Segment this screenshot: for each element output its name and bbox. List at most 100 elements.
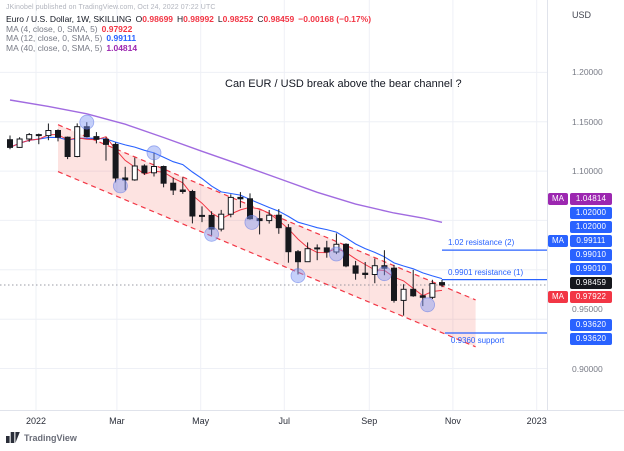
candle xyxy=(256,218,263,222)
candle xyxy=(55,130,61,138)
touch-marker xyxy=(420,297,436,313)
ohlc-label: H xyxy=(177,14,184,24)
candle xyxy=(285,227,292,253)
price-tick: 1.10000 xyxy=(572,166,603,177)
ma12-price-badge: MA 0.99111 xyxy=(548,235,612,247)
publish-watermark: JKinobel published on TradingView.com, O… xyxy=(6,4,216,11)
time-tick-mar: Mar xyxy=(109,416,125,426)
touch-marker xyxy=(376,266,392,282)
chart-legend: Euro / U.S. Dollar, 1W, SKILLING O0.98699… xyxy=(6,14,372,54)
indicator-row-2: MA (40, close, 0, SMA, 5) 1.04814 xyxy=(6,42,371,54)
price-tick: 0.95000 xyxy=(572,304,603,315)
candle xyxy=(352,265,359,274)
ma-badge-tag: MA xyxy=(548,193,568,205)
touch-marker xyxy=(113,178,128,194)
candle xyxy=(160,166,167,184)
candlesticks xyxy=(7,122,445,316)
touch-marker xyxy=(290,268,306,284)
candle xyxy=(170,182,177,191)
resistance-2-label: 1.02 resistance (2) xyxy=(448,238,515,248)
ohlc-values: O0.98699 H0.98992 L0.98252 C0.98459 xyxy=(132,14,295,24)
touch-marker xyxy=(204,226,220,242)
ohlc-label: O xyxy=(135,14,143,24)
tradingview-wordmark: TradingView xyxy=(24,432,77,443)
candle xyxy=(304,248,311,263)
price-badge-value: 0.99111 xyxy=(570,235,612,247)
candle xyxy=(314,247,321,250)
indicator-value: 0.99111 xyxy=(106,33,137,43)
ma-badge-tag: MA xyxy=(548,291,568,303)
line-102-badge-b: 1.02000 xyxy=(570,221,612,233)
price-badge-value: 1.02000 xyxy=(570,221,612,233)
symbol-title: Euro / U.S. Dollar, 1W, SKILLING xyxy=(6,14,132,24)
indicator-value: 1.04814 xyxy=(106,42,138,53)
candle xyxy=(439,282,445,286)
candle xyxy=(151,166,157,174)
touch-marker xyxy=(79,114,95,130)
chart-plot-area[interactable] xyxy=(0,0,624,410)
time-tick-2022: 2022 xyxy=(25,416,47,426)
indicator-legend: MA (4, close, 0, SMA, 5) 0.97922 MA (12, c… xyxy=(6,23,371,54)
support-1-label: 0.9360 support xyxy=(450,336,505,345)
price-badge-value: 0.98459 xyxy=(570,277,612,289)
candle xyxy=(275,214,282,229)
touch-marker xyxy=(328,246,344,262)
candle xyxy=(74,126,81,157)
indicator-row-0: MA (4, close, 0, SMA, 5) 0.97922 xyxy=(6,23,371,35)
indicator-value: 0.97922 xyxy=(101,23,133,34)
touch-markers xyxy=(79,114,436,313)
candle xyxy=(179,189,186,192)
candle xyxy=(131,165,138,181)
ohlc-label: C xyxy=(257,14,264,24)
candle xyxy=(295,251,301,263)
last-price-badge: 0.98459 xyxy=(570,277,612,289)
line-9360-badge-a: 0.93620 xyxy=(570,319,612,331)
line-9360-badge-b: 0.93620 xyxy=(570,333,612,345)
price-badge-value: 0.93620 xyxy=(570,333,612,345)
candle xyxy=(83,126,90,138)
ma4-line xyxy=(9,133,443,297)
price-badge-value: 0.97922 xyxy=(570,291,612,303)
tradingview-attribution[interactable]: TradingView xyxy=(6,432,77,443)
time-axis-divider xyxy=(0,410,624,411)
ohlc-value: 0.98459 xyxy=(263,14,295,24)
candle xyxy=(419,295,426,298)
touch-marker xyxy=(244,214,260,230)
candle xyxy=(410,288,417,297)
candle xyxy=(7,139,13,148)
candle xyxy=(208,214,215,230)
price-tick: 1.15000 xyxy=(572,116,603,127)
candle xyxy=(371,265,378,276)
candle xyxy=(247,198,253,220)
indicator-label: MA (12, close, 0, SMA, 5) xyxy=(6,33,103,43)
candle xyxy=(103,138,109,145)
time-tick-may: May xyxy=(192,416,210,426)
candle xyxy=(26,134,33,140)
tradingview-logo-icon xyxy=(6,432,20,443)
ma40-line xyxy=(9,99,443,223)
indicator-label: MA (4, close, 0, SMA, 5) xyxy=(6,23,98,34)
price-tick: 1.20000 xyxy=(572,67,603,78)
price-badge-value: 0.99010 xyxy=(570,249,612,261)
candle xyxy=(141,165,148,174)
time-tick-jul: Jul xyxy=(278,416,291,426)
candle xyxy=(362,272,369,276)
candle xyxy=(237,196,244,200)
candle xyxy=(199,214,205,217)
candle xyxy=(93,136,100,140)
bear-channel-bottom[interactable] xyxy=(57,171,476,348)
price-axis-currency: USD xyxy=(572,10,592,20)
bear-channel-fill xyxy=(58,124,476,347)
candle xyxy=(16,138,23,148)
touch-marker xyxy=(146,145,162,161)
ohlc-value: 0.98699 xyxy=(142,14,174,24)
candle xyxy=(227,196,234,215)
candle xyxy=(189,191,196,217)
time-tick-sep: Sep xyxy=(361,416,378,426)
price-change: −0.00168 (−0.17%) xyxy=(298,14,372,24)
time-tick-nov: Nov xyxy=(444,416,461,426)
candle xyxy=(64,136,71,157)
resistance-1-label: 0.9901 resistance (1) xyxy=(448,267,524,277)
line-9901-badge-b: 0.99010 xyxy=(570,263,612,275)
grid xyxy=(0,0,547,410)
